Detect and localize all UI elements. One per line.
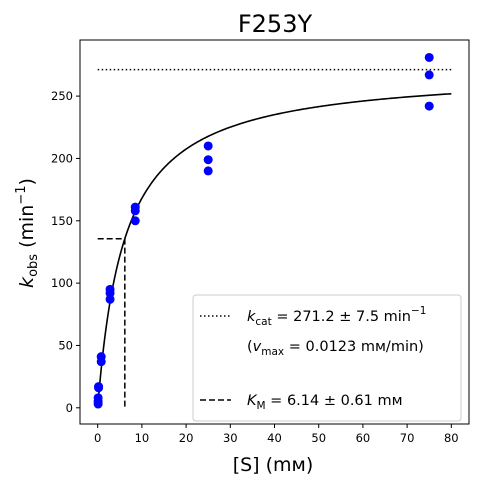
y-tick-label: 200 xyxy=(51,151,73,165)
x-tick-label: 70 xyxy=(400,431,415,445)
chart-title: F253Y xyxy=(238,10,313,38)
legend-kcat-sub: cat xyxy=(255,316,271,328)
legend-kcat-text: = 271.2 ± 7.5 min xyxy=(272,309,411,325)
data-point xyxy=(203,166,213,176)
data-point xyxy=(94,382,104,392)
legend-km-prefix: K xyxy=(247,393,258,409)
data-point xyxy=(93,393,103,403)
x-tick-label: 60 xyxy=(356,431,371,445)
data-point xyxy=(96,352,106,362)
legend-vmax-open: ( xyxy=(247,339,253,355)
y-tick-label: 100 xyxy=(51,276,73,290)
y-axis-title-sub: obs xyxy=(26,254,41,277)
y-axis-ticks: 0 50 100 150 200 250 xyxy=(51,89,80,415)
legend-vmax-sub: max xyxy=(261,346,284,358)
data-point xyxy=(105,284,115,294)
y-tick-label: 50 xyxy=(58,338,73,352)
data-point xyxy=(203,141,213,151)
legend-vmax-text: = 0.0123 mм/min) xyxy=(284,339,424,355)
legend-kcat-prefix: k xyxy=(247,309,256,325)
x-tick-label: 30 xyxy=(223,431,238,445)
x-axis-title: [S] (mм) xyxy=(233,454,314,476)
legend-vmax-italic: v xyxy=(253,339,262,355)
data-point xyxy=(130,216,140,226)
y-axis-title-sup: −1 xyxy=(14,185,29,204)
x-tick-label: 80 xyxy=(444,431,459,445)
x-tick-label: 0 xyxy=(94,431,101,445)
legend-entry-vmax: (vmax = 0.0123 mм/min) xyxy=(247,339,424,358)
data-point xyxy=(424,52,434,62)
data-point xyxy=(424,101,434,111)
y-tick-label: 0 xyxy=(66,401,73,415)
y-axis-title-main: k xyxy=(16,276,38,288)
data-point xyxy=(130,202,140,212)
legend-entry-kcat: kcat = 271.2 ± 7.5 min−1 xyxy=(247,305,426,328)
x-tick-label: 50 xyxy=(311,431,326,445)
x-tick-label: 10 xyxy=(135,431,150,445)
data-point xyxy=(203,155,213,165)
y-tick-label: 150 xyxy=(51,214,73,228)
plot-area xyxy=(93,52,452,409)
data-point xyxy=(105,294,115,304)
y-axis-title-unit: (min xyxy=(16,205,38,254)
fit-layer xyxy=(96,68,452,408)
legend-km-sub: M xyxy=(257,400,266,412)
data-point xyxy=(424,70,434,80)
points-layer xyxy=(93,52,434,409)
fit-curve xyxy=(96,92,452,408)
legend: kcat = 271.2 ± 7.5 min−1 (vmax = 0.0123 … xyxy=(192,294,462,422)
x-axis-ticks: 0 10 20 30 40 50 60 70 80 xyxy=(94,424,459,445)
y-axis-title: kobs (min−1) xyxy=(14,178,41,288)
x-tick-label: 20 xyxy=(179,431,194,445)
y-axis-title-close: ) xyxy=(16,178,38,185)
legend-kcat-sup: −1 xyxy=(411,305,426,317)
x-tick-label: 40 xyxy=(267,431,282,445)
legend-entry-km: KM = 6.14 ± 0.61 mм xyxy=(247,393,403,412)
legend-frame xyxy=(192,294,462,422)
legend-km-text: = 6.14 ± 0.61 mм xyxy=(266,393,403,409)
y-tick-label: 250 xyxy=(51,89,73,103)
